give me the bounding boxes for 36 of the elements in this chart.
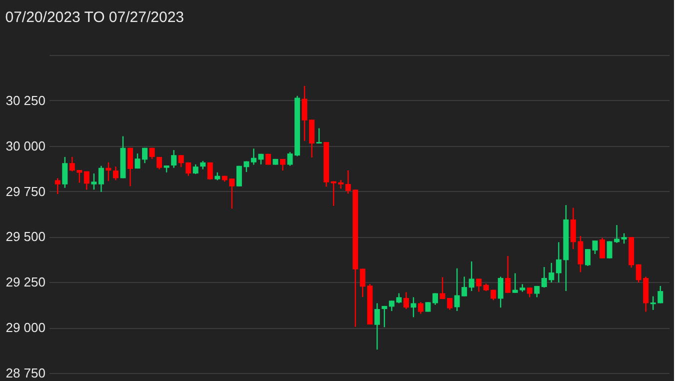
candlestick bbox=[505, 255, 511, 294]
candlestick bbox=[62, 156, 68, 188]
candlestick bbox=[432, 292, 438, 306]
candlestick bbox=[171, 149, 177, 168]
candlestick bbox=[84, 170, 90, 190]
candlestick bbox=[112, 166, 118, 181]
candlestick bbox=[468, 260, 474, 292]
candlestick bbox=[128, 147, 133, 187]
candlestick bbox=[585, 248, 590, 267]
candlestick bbox=[403, 292, 409, 310]
candlestick bbox=[410, 296, 416, 318]
y-tick-label: 28 750 bbox=[6, 366, 46, 380]
candlestick bbox=[418, 302, 424, 314]
candlestick bbox=[192, 164, 198, 175]
candlestick bbox=[526, 286, 532, 298]
candlestick bbox=[476, 278, 482, 292]
candlestick bbox=[91, 172, 97, 190]
y-tick-label: 29 000 bbox=[6, 320, 46, 336]
candlestick bbox=[382, 305, 388, 328]
candlestick bbox=[54, 178, 60, 195]
candlestick bbox=[106, 162, 112, 182]
candlestick bbox=[621, 232, 627, 244]
candlestick bbox=[98, 165, 104, 193]
candlestick bbox=[156, 156, 162, 170]
candlestick bbox=[425, 302, 431, 312]
candlestick bbox=[498, 276, 504, 308]
y-tick-label: 29 250 bbox=[6, 274, 46, 290]
candlestick bbox=[592, 240, 598, 255]
candlestick bbox=[600, 237, 606, 259]
candlestick bbox=[374, 302, 380, 350]
y-tick-label: 30 000 bbox=[6, 138, 46, 154]
y-tick-label: 30 250 bbox=[6, 92, 46, 108]
y-tick-label: 29 750 bbox=[6, 184, 46, 199]
chart-title: 07/20/2023 TO 07/27/2023 bbox=[5, 9, 184, 26]
y-tick-label: 29 500 bbox=[6, 229, 46, 244]
candlestick bbox=[316, 128, 322, 144]
